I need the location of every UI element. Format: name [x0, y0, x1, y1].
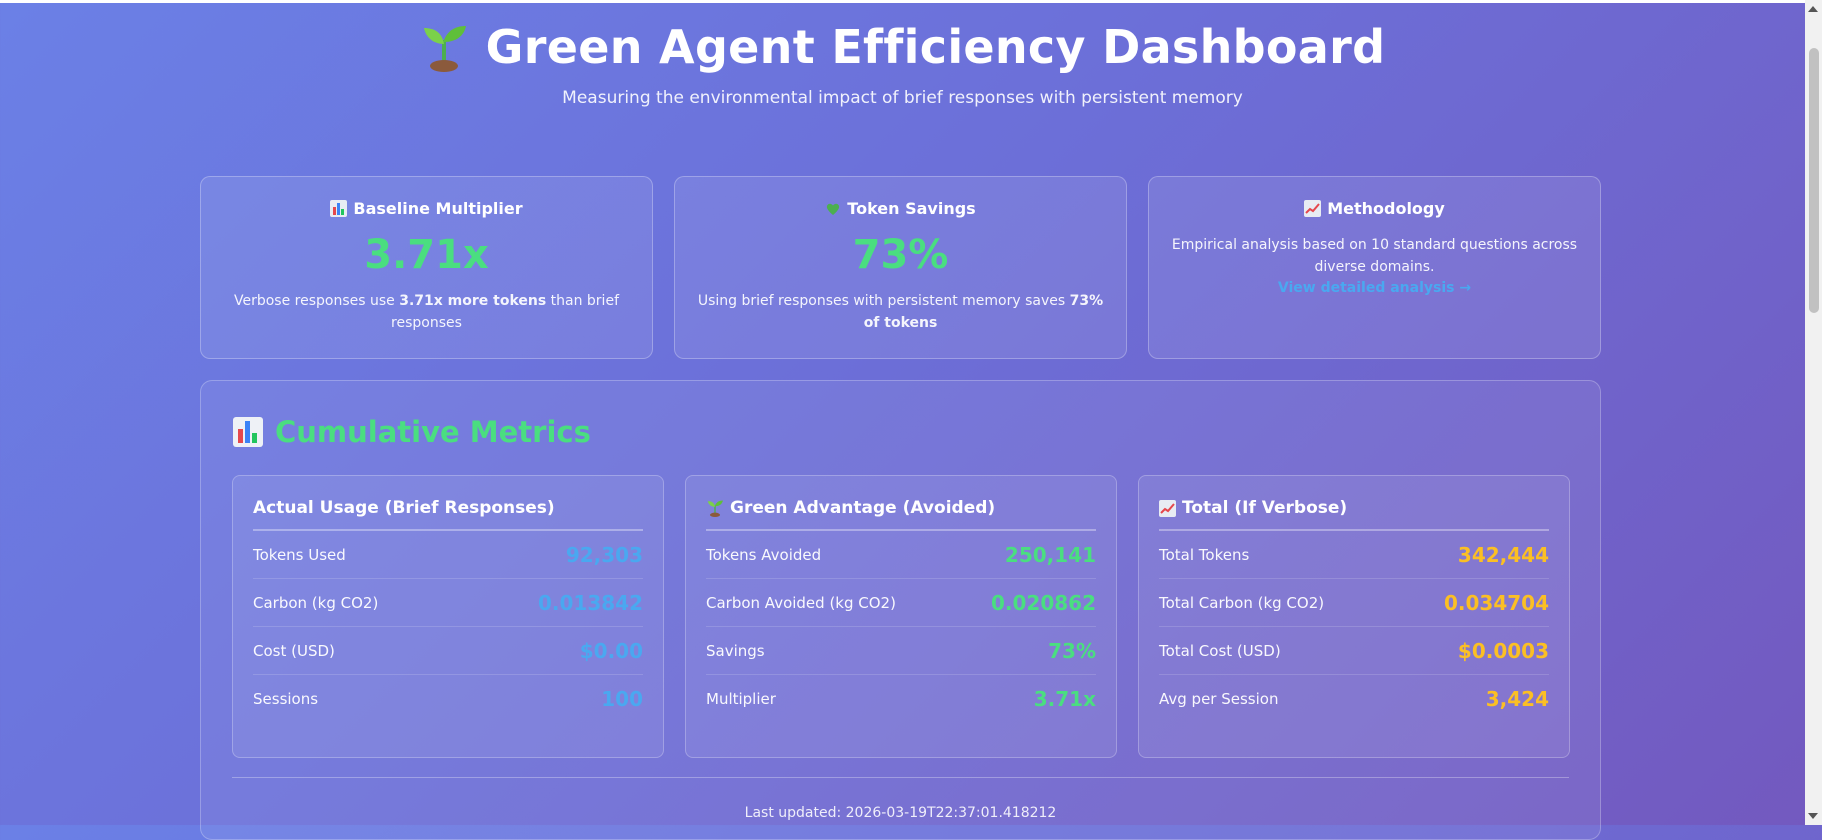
metrics-title: Cumulative Metrics: [275, 415, 591, 449]
last-updated-text: Last updated: 2026-03-19T22:37:01.418212: [744, 805, 1057, 821]
metric-label: Sessions: [253, 689, 319, 708]
summary-cards: Baseline Multiplier 3.71x Verbose respon…: [200, 176, 1601, 359]
sprout-icon: [707, 500, 723, 517]
metric-value: 73%: [1048, 638, 1096, 663]
metric-row: Total Carbon (kg CO2) 0.034704: [1159, 579, 1549, 627]
green-heart-icon: [827, 203, 840, 215]
methodology-description: Empirical analysis based on 10 standard …: [1171, 237, 1578, 275]
card-title: Baseline Multiplier: [223, 199, 630, 218]
total-if-verbose-panel: Total (If Verbose) Total Tokens 342,444 T…: [1138, 475, 1570, 758]
metric-row: Avg per Session 3,424: [1159, 675, 1549, 722]
trend-chart-icon: [1159, 499, 1176, 517]
savings-title: Token Savings: [847, 199, 976, 218]
metric-row: Multiplier 3.71x: [706, 675, 1096, 722]
bar-chart-icon: [233, 417, 263, 447]
metric-value: $0.0003: [1457, 638, 1549, 663]
card-title: Token Savings: [697, 199, 1104, 218]
metric-row: Carbon (kg CO2) 0.013842: [253, 579, 643, 627]
baseline-description: Verbose responses use 3.71x more tokens …: [234, 293, 619, 331]
view-detailed-analysis-link[interactable]: View detailed analysis →: [1277, 280, 1472, 296]
metric-label: Multiplier: [706, 689, 776, 708]
metric-label: Total Tokens: [1159, 545, 1250, 564]
bar-chart-icon: [330, 200, 348, 217]
scroll-down-arrow-icon[interactable]: [1808, 813, 1818, 819]
section-divider: [232, 777, 1569, 778]
sprout-icon: [423, 26, 466, 72]
card-title: Methodology: [1171, 199, 1578, 218]
top-border: [0, 0, 1805, 3]
metric-label: Total Cost (USD): [1159, 641, 1281, 660]
metric-row: Tokens Used 92,303: [253, 531, 643, 579]
baseline-title: Baseline Multiplier: [353, 199, 523, 218]
metric-label: Carbon (kg CO2): [253, 593, 379, 612]
page-subtitle: Measuring the environmental impact of br…: [562, 88, 1243, 108]
metric-value: 3,424: [1485, 686, 1549, 711]
page-title: Green Agent Efficiency Dashboard: [485, 20, 1386, 74]
metric-value: 92,303: [565, 542, 643, 567]
panel-title: Total (If Verbose): [1159, 498, 1549, 531]
metric-value: 342,444: [1457, 542, 1549, 567]
page-header: Green Agent Efficiency Dashboard Measuri…: [0, 0, 1805, 108]
green-advantage-panel: Green Advantage (Avoided) Tokens Avoided…: [685, 475, 1117, 758]
metrics-title-row: Cumulative Metrics: [233, 415, 591, 449]
metric-value: 0.034704: [1443, 590, 1549, 615]
metric-row: Savings 73%: [706, 627, 1096, 675]
metric-value: 100: [601, 686, 643, 711]
metric-label: Tokens Avoided: [706, 545, 822, 564]
metric-value: $0.00: [579, 638, 643, 663]
metric-row: Total Cost (USD) $0.0003: [1159, 627, 1549, 675]
panel-title: Actual Usage (Brief Responses): [253, 498, 643, 531]
metric-row: Total Tokens 342,444: [1159, 531, 1549, 579]
savings-value: 73%: [852, 232, 949, 278]
metric-label: Cost (USD): [253, 641, 335, 660]
panel-title: Green Advantage (Avoided): [706, 498, 1096, 531]
baseline-value: 3.71x: [364, 232, 489, 278]
cumulative-metrics-section: Cumulative Metrics Actual Usage (Brief R…: [200, 380, 1601, 840]
baseline-multiplier-card: Baseline Multiplier 3.71x Verbose respon…: [200, 176, 653, 359]
metric-label: Savings: [706, 641, 765, 660]
scrollbar-thumb[interactable]: [1809, 48, 1819, 313]
metric-row: Carbon Avoided (kg CO2) 0.020862: [706, 579, 1096, 627]
metric-row: Cost (USD) $0.00: [253, 627, 643, 675]
methodology-title: Methodology: [1327, 199, 1445, 218]
metric-label: Carbon Avoided (kg CO2): [706, 593, 896, 612]
trend-chart-icon: [1304, 200, 1322, 217]
metric-row: Tokens Avoided 250,141: [706, 531, 1096, 579]
scroll-up-arrow-icon[interactable]: [1808, 6, 1818, 12]
metric-value: 0.020862: [990, 590, 1096, 615]
metric-value: 0.013842: [537, 590, 643, 615]
metric-value: 3.71x: [1033, 686, 1096, 711]
metric-label: Total Carbon (kg CO2): [1159, 593, 1325, 612]
metric-label: Tokens Used: [253, 545, 346, 564]
vertical-scrollbar[interactable]: [1805, 0, 1822, 825]
metric-value: 250,141: [1004, 542, 1096, 567]
savings-description: Using brief responses with persistent me…: [697, 293, 1104, 331]
methodology-card: Methodology Empirical analysis based on …: [1148, 176, 1601, 359]
metrics-panels: Actual Usage (Brief Responses) Tokens Us…: [232, 475, 1570, 758]
actual-usage-panel: Actual Usage (Brief Responses) Tokens Us…: [232, 475, 664, 758]
metric-label: Avg per Session: [1159, 689, 1279, 708]
metric-row: Sessions 100: [253, 675, 643, 722]
token-savings-card: Token Savings 73% Using brief responses …: [674, 176, 1127, 359]
title-row: Green Agent Efficiency Dashboard: [0, 20, 1805, 74]
